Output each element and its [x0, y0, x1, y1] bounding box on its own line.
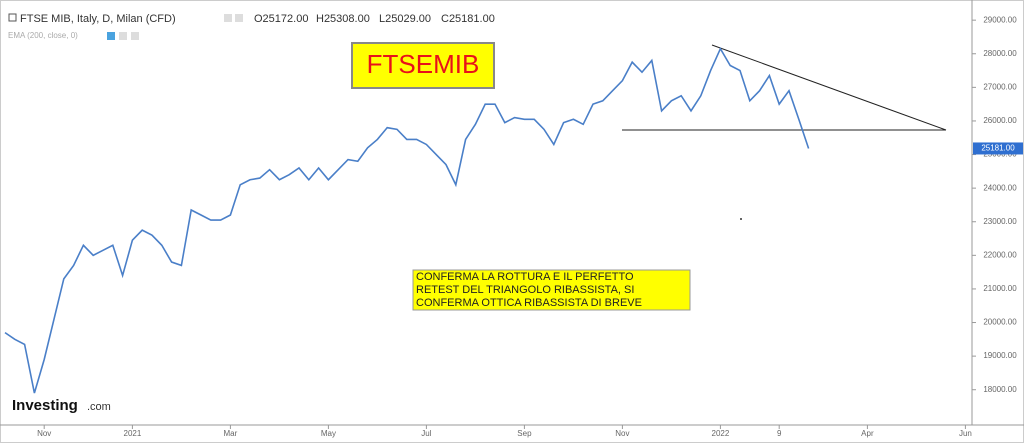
- icon[interactable]: [107, 32, 115, 40]
- y-tick-label: 27000.00: [983, 82, 1017, 91]
- x-tick-label: Nov: [37, 429, 51, 438]
- x-tick-label: 2022: [712, 429, 730, 438]
- open: O25172.00: [254, 13, 308, 25]
- logo-suffix: .com: [87, 401, 111, 413]
- price-line: [4, 46, 810, 394]
- x-tick-label: 9: [777, 429, 782, 438]
- y-tick-label: 24000.00: [983, 183, 1017, 192]
- x-tick-label: Jun: [959, 429, 972, 438]
- last-price-tag: [973, 142, 1023, 155]
- annotation: CONFERMA LA ROTTURA E IL PERFETTO: [416, 271, 634, 283]
- y-tick-label: 19000.00: [983, 351, 1017, 360]
- collapse-icon[interactable]: [8, 13, 17, 22]
- y-tick-label: 22000.00: [983, 250, 1017, 259]
- icon[interactable]: [235, 14, 243, 22]
- high: H25308.00: [316, 13, 370, 25]
- last-price-label: 25181.00: [981, 144, 1015, 153]
- x-tick-label: May: [321, 429, 336, 438]
- y-tick-label: 21000.00: [983, 284, 1017, 293]
- x-tick-label: Apr: [861, 429, 874, 438]
- title-box: [351, 42, 495, 89]
- x-tick-label: Jul: [421, 429, 431, 438]
- x-tick-label: Mar: [224, 429, 238, 438]
- icon[interactable]: [131, 32, 139, 40]
- y-tick-label: 29000.00: [983, 15, 1017, 24]
- indicator: EMA (200, close, 0): [8, 31, 78, 40]
- low: L25029.00: [379, 13, 431, 25]
- chart-title: FTSEMIB: [367, 49, 480, 79]
- x-tick-label: 2021: [124, 429, 142, 438]
- icon[interactable]: [119, 32, 127, 40]
- symbol: FTSE MIB, Italy, D, Milan (CFD): [20, 13, 176, 25]
- y-tick-label: 26000.00: [983, 116, 1017, 125]
- annotation: CONFERMA OTTICA RIBASSISTA DI BREVE: [416, 297, 642, 309]
- x-tick-label: Sep: [517, 429, 532, 438]
- y-tick-label: 20000.00: [983, 318, 1017, 327]
- icon[interactable]: [224, 14, 232, 22]
- x-tick-label: Nov: [615, 429, 629, 438]
- logo: Investing: [12, 397, 78, 414]
- y-tick-label: 18000.00: [983, 385, 1017, 394]
- annotation: RETEST DEL TRIANGOLO RIBASSISTA, SI: [416, 284, 634, 296]
- y-tick-label: 23000.00: [983, 217, 1017, 226]
- close: C25181.00: [441, 13, 495, 25]
- trend-line: [711, 44, 947, 131]
- dot: [740, 218, 742, 220]
- y-tick-label: 28000.00: [983, 49, 1017, 58]
- annotation-box: [412, 269, 691, 311]
